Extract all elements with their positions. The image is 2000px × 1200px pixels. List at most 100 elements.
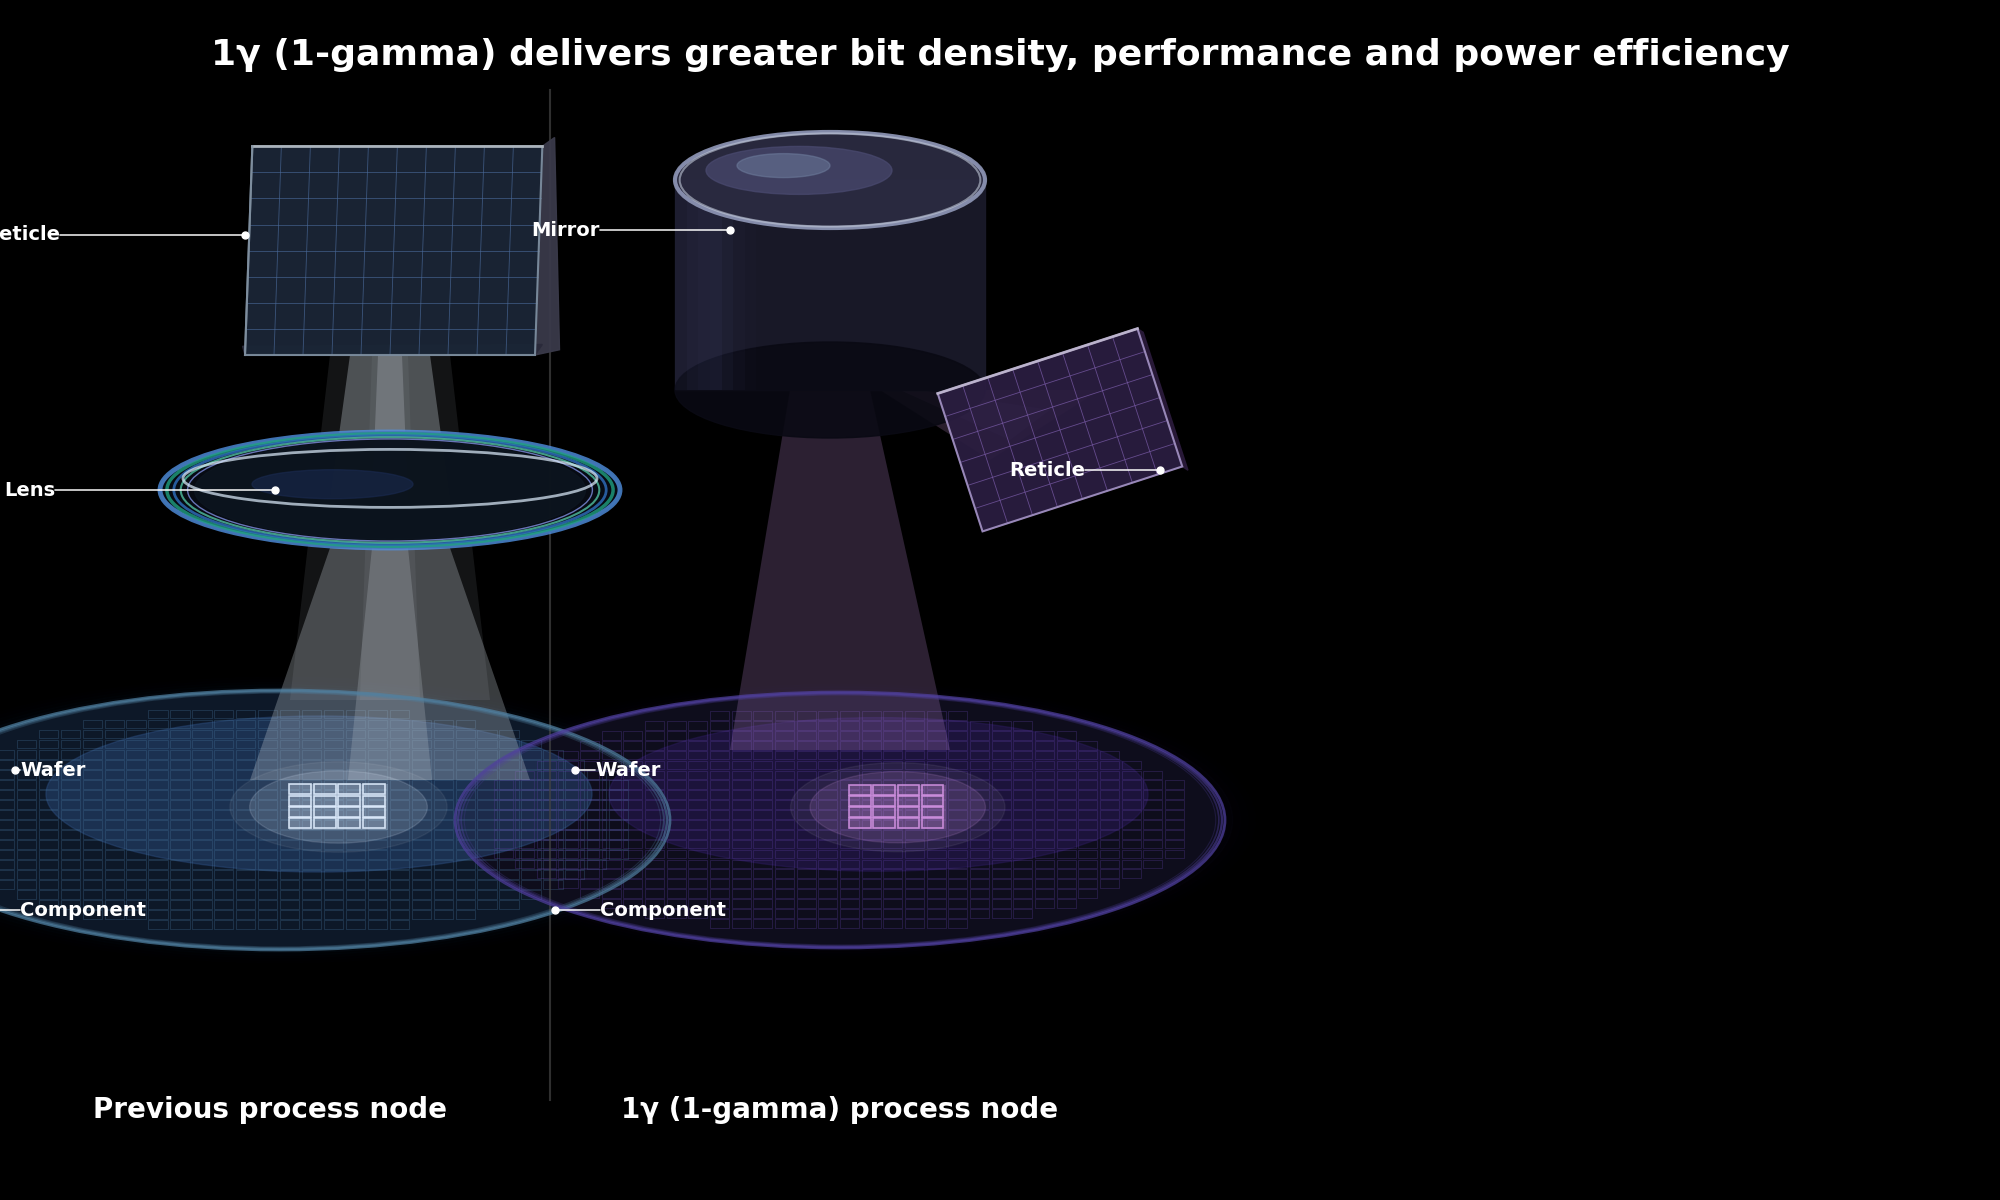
Bar	[192, 920, 212, 929]
Bar	[688, 770, 708, 779]
Bar	[1122, 830, 1140, 839]
Bar	[1014, 751, 1032, 760]
Bar	[948, 880, 968, 888]
Bar	[840, 780, 860, 790]
Bar	[1122, 840, 1140, 848]
Bar	[602, 770, 620, 779]
Bar	[1034, 830, 1054, 839]
Bar	[126, 900, 146, 910]
Bar	[818, 840, 838, 848]
Bar	[646, 791, 664, 799]
Bar	[948, 751, 968, 760]
Bar	[500, 739, 518, 749]
Bar	[494, 780, 512, 790]
Bar	[1100, 850, 1118, 858]
Bar	[926, 721, 946, 730]
Bar	[1078, 800, 1098, 809]
Bar	[214, 790, 234, 799]
Bar	[236, 911, 256, 919]
Bar	[368, 890, 388, 899]
Bar	[0, 810, 14, 818]
Bar	[82, 840, 102, 848]
Bar	[0, 830, 14, 839]
Bar	[624, 800, 642, 809]
Bar	[60, 890, 80, 899]
Bar	[302, 830, 322, 839]
Bar	[754, 712, 772, 720]
Bar	[516, 800, 534, 809]
Bar	[82, 881, 102, 889]
Bar	[948, 859, 968, 869]
Bar	[500, 730, 518, 738]
Bar	[884, 899, 902, 908]
Bar	[1078, 880, 1098, 888]
Bar	[710, 791, 730, 799]
Bar	[324, 870, 344, 880]
Bar	[926, 731, 946, 739]
Ellipse shape	[790, 763, 1004, 852]
Bar	[646, 830, 664, 839]
Bar	[602, 791, 620, 799]
Bar	[840, 919, 860, 928]
Bar	[346, 760, 366, 768]
Bar	[280, 870, 300, 880]
Bar	[602, 751, 620, 760]
Bar	[148, 911, 168, 919]
Bar	[776, 910, 794, 918]
Bar	[904, 899, 924, 908]
Bar	[884, 810, 902, 818]
Bar	[544, 760, 562, 768]
Bar	[214, 750, 234, 758]
Bar	[236, 810, 256, 818]
Bar	[904, 740, 924, 750]
Bar	[412, 790, 430, 799]
Bar	[602, 859, 620, 869]
Bar	[478, 780, 496, 788]
Bar	[456, 720, 474, 728]
Bar	[390, 881, 408, 889]
Bar	[126, 830, 146, 839]
Bar	[500, 750, 518, 758]
Bar	[16, 850, 36, 859]
Bar	[710, 761, 730, 769]
Bar	[104, 769, 124, 779]
Bar	[776, 780, 794, 790]
Bar	[1078, 780, 1098, 790]
Bar	[214, 850, 234, 859]
Bar	[580, 840, 600, 848]
Bar	[818, 780, 838, 790]
Bar	[1034, 899, 1054, 908]
Bar	[588, 780, 606, 788]
Bar	[60, 739, 80, 749]
Bar	[948, 731, 968, 739]
Bar	[796, 889, 816, 898]
Bar	[500, 900, 518, 910]
Text: Reticle: Reticle	[1010, 461, 1084, 480]
Bar	[884, 751, 902, 760]
Bar	[544, 860, 562, 869]
Bar	[566, 840, 584, 848]
Bar	[314, 785, 336, 794]
Bar	[1122, 820, 1140, 829]
Bar	[412, 750, 430, 758]
Bar	[884, 850, 902, 858]
Bar	[280, 820, 300, 829]
Bar	[884, 770, 902, 779]
Bar	[302, 860, 322, 869]
Bar	[346, 720, 366, 728]
Bar	[82, 750, 102, 758]
Bar	[258, 830, 278, 839]
Bar	[926, 899, 946, 908]
Bar	[456, 881, 474, 889]
Bar	[536, 859, 556, 869]
Bar	[970, 791, 988, 799]
Ellipse shape	[0, 818, 670, 850]
Bar	[1144, 780, 1162, 790]
Bar	[456, 890, 474, 899]
Bar	[970, 880, 988, 888]
Bar	[588, 810, 606, 818]
Bar	[280, 750, 300, 758]
Bar	[1122, 810, 1140, 818]
Bar	[170, 840, 190, 848]
Bar	[38, 750, 58, 758]
